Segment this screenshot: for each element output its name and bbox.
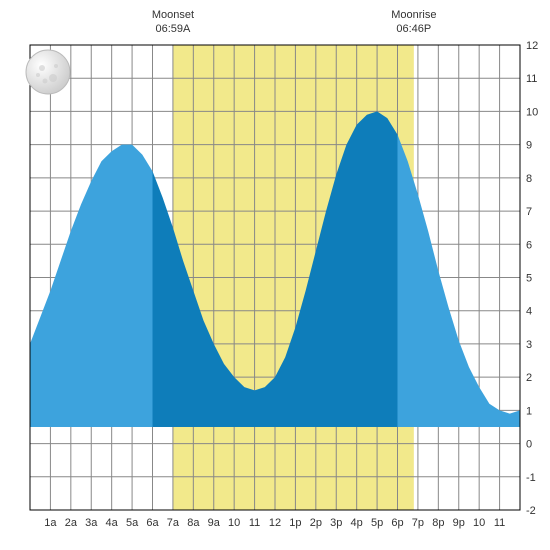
x-tick-label: 6p (391, 517, 403, 529)
x-tick-label: 3p (330, 517, 342, 529)
y-tick-label: 5 (526, 273, 532, 285)
x-tick-label: 9p (453, 517, 465, 529)
tide-area-0 (30, 145, 153, 427)
event-label-time: 06:59A (155, 23, 191, 35)
x-tick-label: 5a (126, 517, 139, 529)
y-tick-label: 7 (526, 206, 532, 218)
y-tick-label: 8 (526, 173, 532, 185)
moon-crater (54, 64, 58, 68)
moon-crater (36, 73, 40, 77)
y-tick-label: 1 (526, 405, 532, 417)
y-tick-label: 3 (526, 339, 532, 351)
x-tick-label: 3a (85, 517, 98, 529)
x-tick-label: 10 (473, 517, 485, 529)
y-tick-label: -2 (526, 505, 536, 517)
moon-crater (49, 74, 57, 82)
y-tick-label: -1 (526, 472, 536, 484)
x-tick-label: 6a (146, 517, 159, 529)
x-tick-label: 8p (432, 517, 444, 529)
y-tick-label: 10 (526, 106, 538, 118)
x-tick-label: 7p (412, 517, 424, 529)
x-tick-label: 8a (187, 517, 200, 529)
x-tick-label: 11 (494, 517, 505, 529)
x-tick-label: 1a (44, 517, 57, 529)
tide-chart: -2-101234567891011121a2a3a4a5a6a7a8a9a10… (0, 0, 550, 550)
x-tick-label: 7a (167, 517, 180, 529)
moon-icon (26, 50, 70, 94)
event-label-top: Moonset (152, 9, 194, 21)
x-tick-label: 9a (208, 517, 221, 529)
x-tick-label: 2a (65, 517, 78, 529)
y-tick-label: 12 (526, 40, 538, 52)
event-label-top: Moonrise (391, 9, 436, 21)
chart-svg: -2-101234567891011121a2a3a4a5a6a7a8a9a10… (0, 0, 550, 550)
moon-crater (39, 65, 45, 71)
y-tick-label: 9 (526, 140, 532, 152)
y-tick-label: 0 (526, 439, 532, 451)
y-tick-label: 4 (526, 306, 532, 318)
x-tick-label: 2p (310, 517, 322, 529)
x-tick-label: 4a (106, 517, 119, 529)
y-tick-label: 2 (526, 372, 532, 384)
x-tick-label: 12 (269, 517, 281, 529)
y-tick-label: 6 (526, 239, 532, 251)
x-tick-label: 5p (371, 517, 383, 529)
x-tick-label: 1p (289, 517, 301, 529)
x-tick-label: 10 (228, 517, 240, 529)
event-label-time: 06:46P (396, 23, 431, 35)
moon-crater (43, 79, 48, 84)
x-tick-label: 11 (249, 517, 260, 529)
x-tick-label: 4p (351, 517, 363, 529)
y-tick-label: 11 (526, 73, 537, 85)
